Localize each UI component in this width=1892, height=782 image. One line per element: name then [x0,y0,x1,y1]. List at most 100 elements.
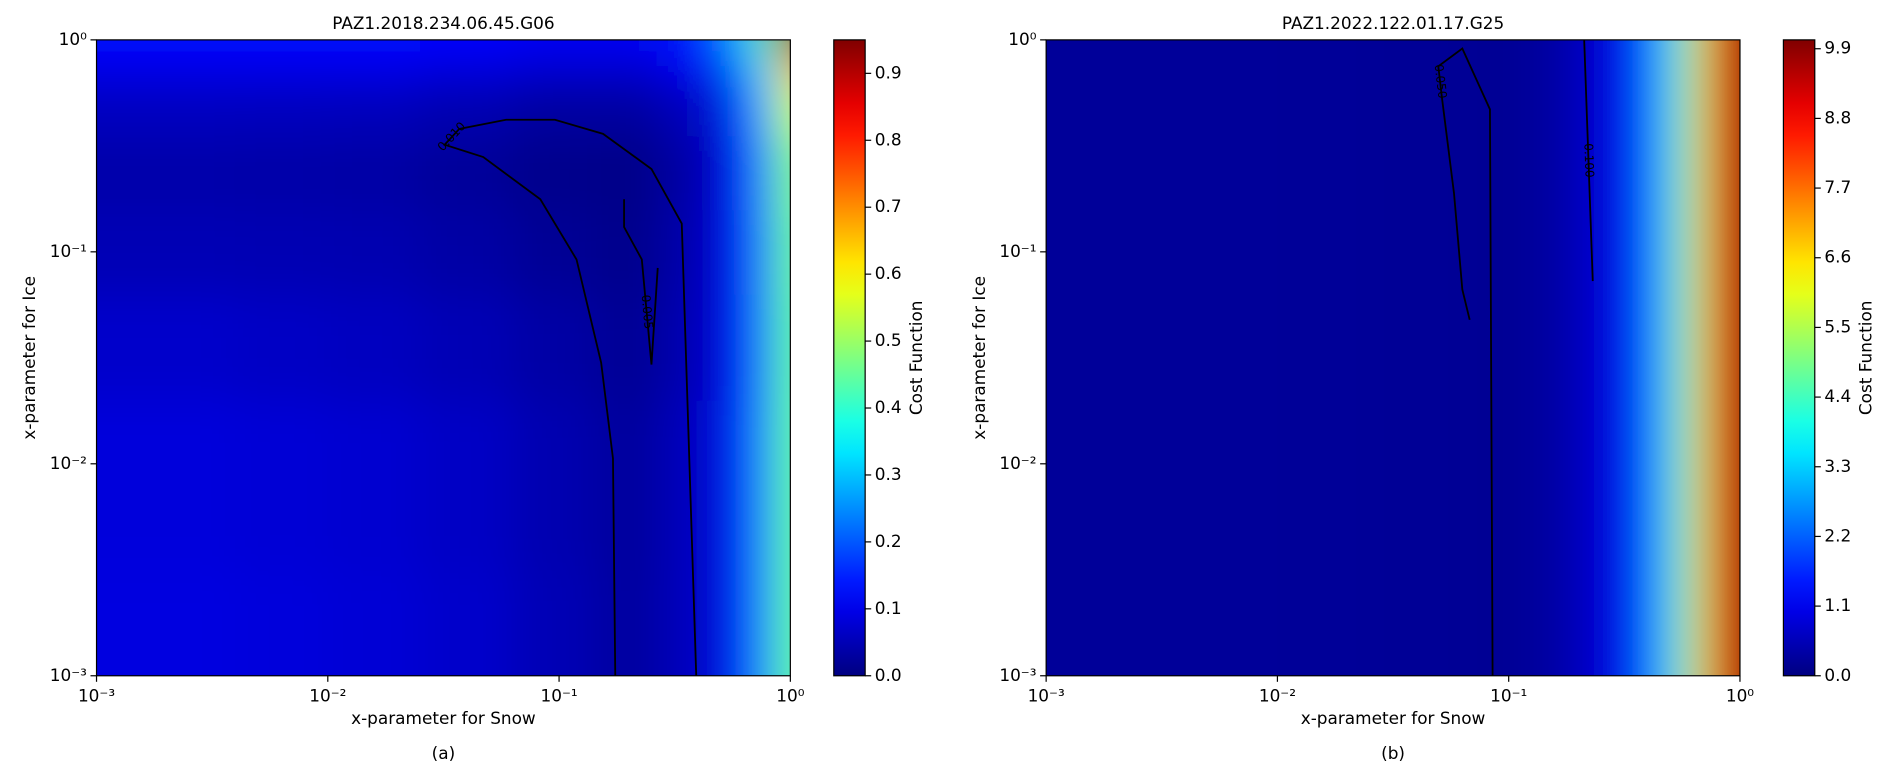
heatmap-cell [778,135,791,211]
contour-line [623,199,659,365]
colorbar-tick-label: 8.8 [1824,107,1851,127]
heatmap [96,39,791,676]
heatmap-cell [663,569,722,676]
heatmap-cell [512,399,595,571]
heatmap-cell [420,294,514,401]
x-tick-label: 10⁻¹ [1490,685,1527,705]
heatmap-cell [142,82,236,137]
heatmap-cell [1462,39,1533,359]
contour-label: 0.005 [639,294,656,330]
y-axis-label: x-parameter for Ice [969,276,989,440]
heatmap-cell [1704,39,1729,359]
heatmap-cell [778,50,791,84]
heatmap-cell [663,50,722,84]
heatmap-cell [327,82,421,137]
colorbar-tick-label: 3.3 [1824,456,1851,476]
colorbar [833,39,866,677]
heatmap-cell [96,294,144,401]
heatmap-cell [420,209,514,295]
heatmap-cell [755,209,780,295]
heatmap-cell [420,50,514,84]
heatmap-cell [755,39,780,52]
colorbar-tick-label: 0.8 [875,129,902,149]
colorbar-tick-label: 0.2 [875,531,902,551]
colorbar-tick-label: 0.4 [875,397,902,417]
heatmap-cell [721,135,756,211]
x-tick-label: 10⁰ [1726,685,1754,705]
heatmap-cell [96,50,144,84]
heatmap-cell [1577,39,1620,359]
heatmap-cell [755,569,780,676]
heatmap-cell [142,399,236,571]
heatmap-cell [663,209,722,295]
heatmap-cell [1653,39,1683,359]
heatmap-cell [142,39,236,52]
heatmap-cell [96,209,144,295]
caption: (b) [1381,743,1405,763]
heatmap-cell [1728,39,1740,359]
x-tick-label: 10⁰ [776,685,804,705]
colorbar-tick-label: 9.9 [1824,38,1851,58]
x-axis-label: x-parameter for Snow [1301,708,1486,728]
contour-label: 0.050 [1432,63,1450,99]
heatmap-cell [1092,357,1186,676]
heatmap-cell [1681,39,1706,359]
heatmap-cell [593,209,665,295]
colorbar-tick-label: 1.1 [1824,595,1851,615]
heatmap-cell [512,135,595,211]
panel: 0.050 0.100 10⁻³ 10⁻² 10⁻¹ 10⁰ 10⁻³ 10⁻² 10⁻¹ 10⁰… [969,13,1876,763]
y-tick-label: 10⁻² [999,453,1036,473]
x-tick-label: 10⁻² [309,685,346,705]
colorbar-tick-label: 0.7 [875,196,902,216]
heatmap-cell [1277,39,1371,359]
heatmap-cell [593,39,665,52]
heatmap-cell [1681,357,1706,676]
heatmap-cell [755,294,780,401]
x-axis-label: x-parameter for Snow [351,708,536,728]
heatmap-cell [420,135,514,211]
colorbar-tick-label: 0.5 [875,330,902,350]
heatmap-cell [327,569,421,676]
heatmap-cell [96,82,144,137]
heatmap-cell [1277,357,1371,676]
chart-title: PAZ1.2022.122.01.17.G25 [1282,13,1504,33]
heatmap-cell [327,135,421,211]
colorbar-tick-label: 0.0 [1824,665,1851,685]
y-tick-label: 10⁻¹ [50,241,87,261]
heatmap-cell [142,209,236,295]
heatmap-cell [96,569,144,676]
heatmap-cell [1531,357,1579,676]
colorbar-tick-label: 0.6 [875,263,902,283]
y-tick-label: 10⁻¹ [999,241,1036,261]
colorbar-tick-label: 0.0 [875,665,902,685]
heatmap-cell [234,50,329,84]
heatmap-cell [1618,39,1654,359]
heatmap [1046,39,1740,676]
contour-line [1437,47,1494,676]
heatmap-cell [778,399,791,571]
plot-frame [95,39,791,677]
heatmap-cell [1462,357,1533,676]
heatmap-cell [1369,357,1464,676]
x-tick-label: 10⁻³ [1028,685,1065,705]
heatmap-cell [420,569,514,676]
heatmap-cell [778,209,791,295]
colorbar [1782,39,1816,677]
heatmap-cell [327,294,421,401]
heatmap-cell [721,39,756,52]
caption: (a) [432,743,456,763]
heatmap-cell [1704,357,1729,676]
heatmap-cell [755,399,780,571]
plot-frame [1045,39,1741,677]
heatmap-cells [96,39,791,676]
heatmap-cell [663,39,722,52]
heatmap-cell [142,50,236,84]
colorbar-tick-label: 0.9 [875,62,902,82]
heatmap-cell [755,50,780,84]
colorbar-tick-label: 5.5 [1824,316,1851,336]
heatmap-cell [721,209,756,295]
heatmap-cell [593,50,665,84]
